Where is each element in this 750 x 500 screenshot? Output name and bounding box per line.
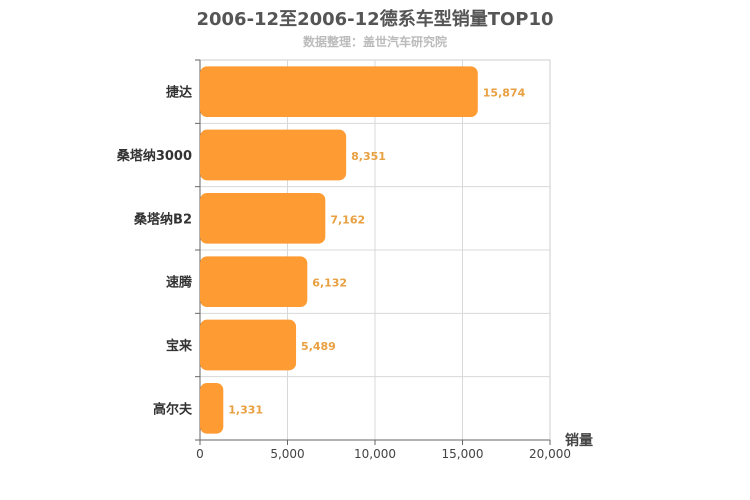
value-label: 1,331 [228, 403, 263, 416]
category-label: 速腾 [166, 275, 193, 291]
x-tick-label: 0 [196, 447, 204, 461]
value-label: 8,351 [351, 150, 386, 163]
value-label: 7,162 [330, 213, 365, 226]
value-label: 15,874 [483, 87, 526, 100]
category-label: 宝来 [166, 338, 193, 354]
chart-title: 2006-12至2006-12德系车型销量TOP10 [196, 9, 554, 30]
bar [200, 193, 326, 244]
bar [200, 256, 308, 307]
bar [200, 129, 347, 181]
x-tick-label: 15,000 [442, 447, 484, 461]
category-label: 桑塔纳3000 [116, 148, 192, 164]
chart-subtitle: 数据整理：盖世汽车研究院 [302, 35, 447, 49]
x-tick-label: 20,000 [529, 447, 571, 461]
category-label: 桑塔纳B2 [133, 211, 192, 227]
x-axis-title: 销量 [565, 432, 593, 449]
x-tick-label: 10,000 [354, 447, 396, 461]
value-label: 5,489 [301, 340, 336, 353]
value-label: 6,132 [312, 277, 347, 290]
bar [200, 66, 478, 117]
category-label: 高尔夫 [153, 401, 193, 417]
bar [200, 383, 224, 434]
bar [200, 319, 297, 371]
category-label: 捷达 [166, 85, 192, 101]
x-tick-label: 5,000 [270, 447, 304, 461]
